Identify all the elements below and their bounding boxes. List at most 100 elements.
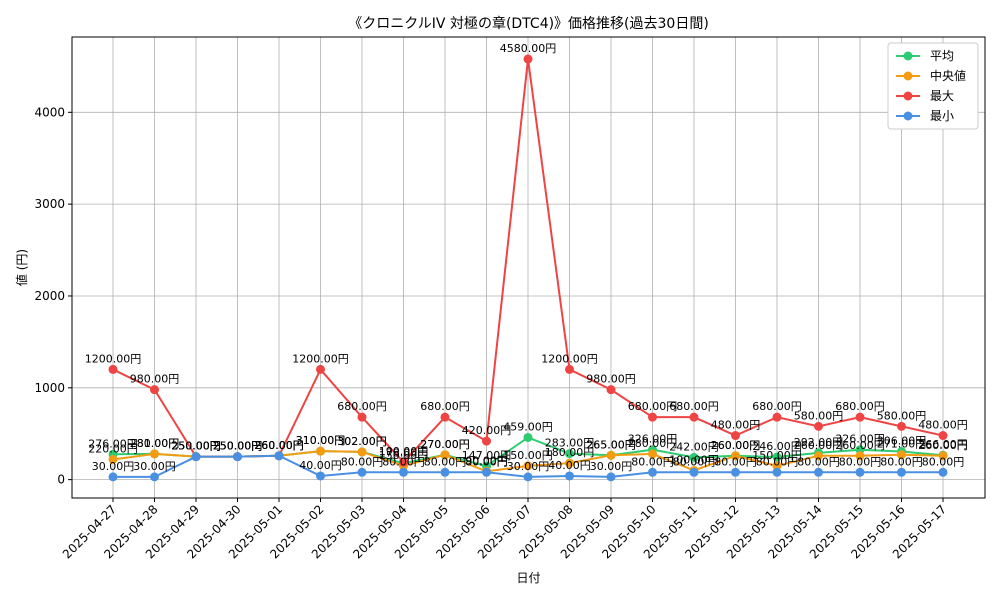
data-label: 40.00円: [299, 459, 342, 472]
data-label: 302.00円: [337, 435, 387, 448]
data-label: 420.00円: [462, 424, 512, 437]
data-label: 246.00円: [752, 440, 802, 453]
data-label: 178.00円: [379, 446, 429, 459]
data-label: 280.00円: [130, 437, 180, 450]
data-label: 30.00円: [133, 460, 176, 473]
data-point: [648, 412, 657, 422]
data-label: 980.00円: [130, 373, 180, 386]
data-label: 271.00円: [877, 438, 927, 451]
data-label: 80.00円: [922, 455, 965, 468]
data-label: 40.00円: [548, 459, 591, 472]
data-label: 150.00円: [379, 449, 429, 462]
data-point: [606, 450, 616, 460]
data-label: 260.00円: [254, 439, 304, 452]
data-point: [440, 412, 450, 422]
data-point: [606, 472, 616, 482]
data-label: 680.00円: [628, 400, 678, 413]
data-label: 100.00円: [669, 453, 719, 466]
legend-label: 最小: [930, 109, 954, 123]
data-label: 260.00円: [254, 439, 304, 452]
data-label: 80.00円: [714, 455, 757, 468]
data-point: [523, 54, 533, 64]
data-point: [855, 451, 865, 461]
data-point: [523, 432, 533, 442]
data-label: 250.00円: [171, 440, 221, 453]
x-axis-title: 日付: [516, 571, 540, 585]
data-point: [648, 467, 657, 477]
data-label: 281.00円: [130, 437, 180, 450]
data-point: [357, 447, 367, 457]
data-label: 180.00円: [545, 446, 595, 459]
data-point: [938, 451, 948, 461]
data-label: 480.00円: [918, 419, 968, 432]
data-point: [274, 451, 284, 461]
data-label: 150.00円: [503, 449, 553, 462]
data-label: 250.00円: [213, 440, 263, 453]
data-point: [316, 364, 325, 374]
data-point: [399, 457, 408, 467]
legend-marker: [903, 111, 913, 121]
data-point: [316, 446, 325, 456]
data-label: 90.00円: [465, 454, 508, 467]
data-label: 292.00円: [794, 436, 844, 449]
data-label: 80.00円: [880, 455, 923, 468]
data-point: [150, 449, 159, 459]
y-tick-label: 1000: [34, 381, 65, 395]
data-point: [648, 449, 657, 459]
data-label: 580.00円: [877, 409, 927, 422]
chart-title: 《クロニクルIV 対極の章(DTC4)》価格推移(過去30日間): [348, 15, 709, 32]
data-point: [150, 472, 159, 482]
data-point: [731, 431, 740, 441]
data-point: [357, 412, 367, 422]
data-point: [897, 421, 906, 431]
data-point: [523, 472, 533, 482]
data-point: [731, 451, 740, 461]
data-point: [108, 454, 118, 464]
data-point: [482, 467, 491, 477]
y-tick-label: 0: [57, 473, 65, 487]
data-point: [689, 452, 699, 462]
data-label: 260.00円: [254, 439, 304, 452]
data-label: 265.00円: [586, 438, 636, 451]
data-label: 283.00円: [545, 437, 595, 450]
data-label: 260.00円: [794, 439, 844, 452]
legend-label: 最大: [930, 89, 954, 103]
data-label: 80.00円: [341, 455, 384, 468]
data-label: 80.00円: [839, 455, 882, 468]
data-label: 250.00円: [171, 440, 221, 453]
y-axis-title: 値 (円): [14, 249, 29, 286]
data-point: [565, 364, 574, 374]
data-label: 250.00円: [213, 440, 263, 453]
data-label: 80.00円: [797, 455, 840, 468]
legend-marker: [903, 91, 913, 101]
data-point: [855, 467, 865, 477]
series-3: [108, 451, 948, 482]
data-label: 220.00円: [88, 442, 138, 455]
data-label: 680.00円: [835, 400, 885, 413]
data-point: [482, 436, 491, 446]
data-label: 80.00円: [382, 455, 425, 468]
data-point: [938, 431, 948, 441]
data-label: 326.00円: [835, 433, 885, 446]
data-label: 30.00円: [507, 460, 550, 473]
legend-label: 中央値: [930, 68, 966, 83]
data-label: 250.00円: [171, 440, 221, 453]
data-label: 4580.00円: [500, 42, 557, 55]
data-label: 680.00円: [752, 400, 802, 413]
data-label: 260.00円: [918, 439, 968, 452]
data-label: 270.00円: [420, 438, 470, 451]
data-label: 250.00円: [213, 440, 263, 453]
axis-ticks: 010002000300040002025-04-272025-04-28202…: [34, 105, 949, 561]
data-point: [565, 458, 574, 468]
data-label: 80.00円: [465, 455, 508, 468]
data-point: [689, 412, 699, 422]
data-label: 680.00円: [669, 400, 719, 413]
data-point: [814, 421, 823, 431]
y-tick-label: 2000: [34, 289, 65, 303]
data-label: 260.00円: [254, 439, 304, 452]
data-label: 260.00円: [835, 439, 885, 452]
data-label: 326.00円: [628, 433, 678, 446]
data-label: 30.00円: [92, 460, 135, 473]
